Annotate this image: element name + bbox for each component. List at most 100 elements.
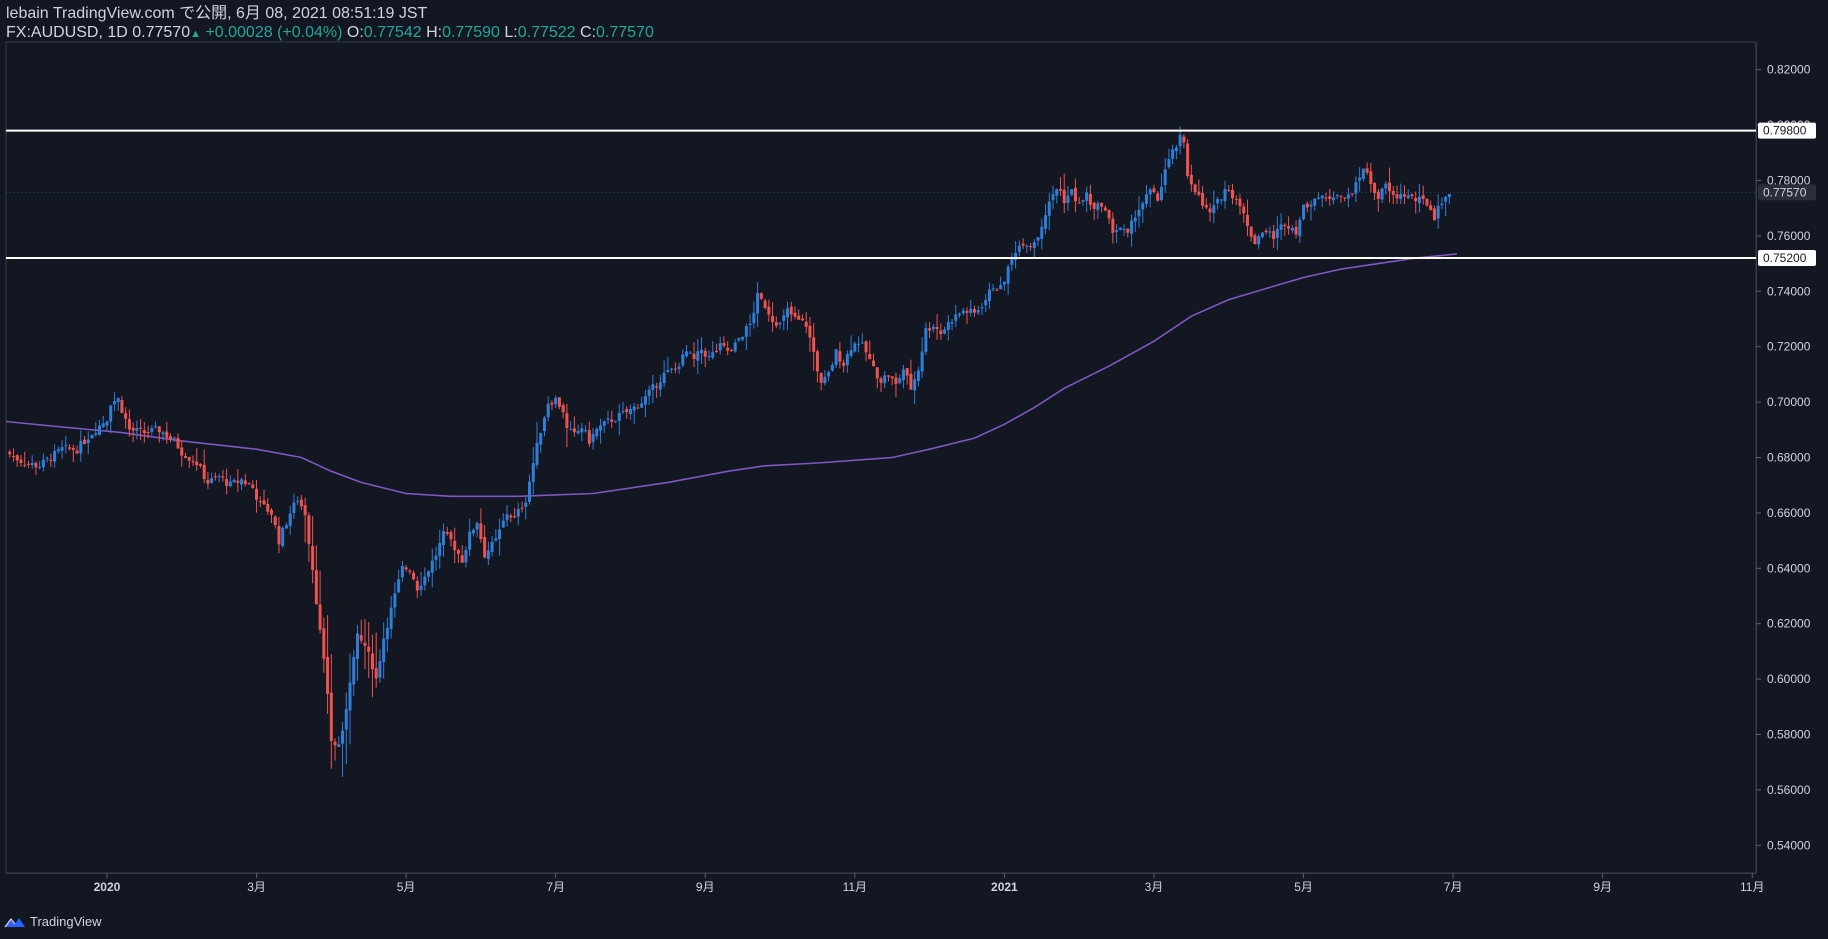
candle-body — [303, 505, 307, 516]
x-tick-label: 9月 — [696, 880, 715, 894]
candle-body — [269, 509, 273, 515]
candle-body — [202, 464, 206, 480]
x-tick-label: 7月 — [1444, 880, 1463, 894]
candle-body — [318, 604, 322, 630]
candle-body — [423, 576, 427, 586]
candle-body — [19, 459, 23, 464]
symbol-label: FX:AUDUSD, 1D — [6, 24, 128, 41]
candle-body — [1444, 196, 1448, 202]
candle-body — [1163, 169, 1167, 185]
candle-body — [247, 483, 251, 485]
candle-body — [1264, 230, 1268, 233]
candle-body — [415, 581, 419, 591]
candle-body — [367, 646, 371, 652]
candle-body — [288, 513, 292, 526]
candle-body — [1317, 197, 1320, 199]
candle-body — [400, 565, 404, 578]
candle-body — [535, 442, 539, 466]
candle-body — [804, 321, 808, 327]
candle-body — [587, 430, 591, 444]
candle-body — [857, 343, 861, 345]
candle-body — [281, 527, 285, 546]
x-tick-label: 11月 — [843, 880, 867, 894]
candle-body — [363, 642, 367, 646]
candle-body — [161, 432, 165, 435]
candle-body — [64, 445, 68, 447]
candle-body — [442, 531, 445, 545]
candle-body — [681, 354, 685, 366]
candle-body — [1066, 195, 1070, 203]
candle-body — [1305, 203, 1309, 208]
candle-body — [412, 572, 416, 580]
candle-body — [520, 507, 524, 509]
y-tick-label: 0.82000 — [1767, 63, 1811, 77]
candle-body — [1260, 232, 1264, 238]
candle-body — [625, 409, 629, 413]
candle-body — [1253, 235, 1257, 245]
candle-body — [1017, 245, 1021, 252]
candle-body — [576, 431, 580, 434]
time-axis[interactable]: 2020 3月 5月 7月 9月 11月 2021 3月 5月 7月 9月 11月 — [94, 873, 1765, 894]
candlestick-series — [8, 126, 1451, 777]
horizontal-lines[interactable]: 0.79800 0.75200 — [6, 122, 1816, 267]
candle-body — [1339, 195, 1343, 197]
candle-body — [1025, 245, 1029, 247]
candle-body — [928, 328, 932, 331]
candle-body — [808, 325, 812, 338]
candle-body — [1193, 184, 1197, 193]
candle-body — [273, 516, 277, 526]
footer-brand[interactable]: TradingView — [4, 914, 102, 929]
candle-body — [1354, 181, 1358, 194]
candle-body — [101, 423, 105, 427]
candle-body — [1298, 219, 1302, 237]
candle-body — [296, 501, 300, 503]
plot-area[interactable] — [5, 41, 1757, 874]
candle-body — [767, 306, 771, 315]
candle-body — [49, 459, 53, 461]
y-tick-label: 0.74000 — [1767, 284, 1811, 298]
candle-body — [931, 326, 935, 330]
candle-body — [741, 336, 745, 340]
candle-body — [1346, 194, 1350, 199]
candle-body — [972, 308, 976, 313]
candle-body — [1212, 205, 1216, 214]
candle-body — [905, 368, 909, 376]
candle-body — [1051, 194, 1055, 201]
candle-body — [1197, 191, 1201, 195]
candle-body — [830, 364, 834, 371]
candle-body — [120, 399, 124, 413]
candle-body — [1324, 197, 1328, 199]
price-axis[interactable]: 0.54000 0.56000 0.58000 0.60000 0.62000 0.640… — [1756, 63, 1811, 853]
candle-body — [1032, 242, 1036, 249]
candle-body — [1388, 182, 1392, 192]
candle-body — [56, 449, 60, 452]
candle-body — [1369, 171, 1373, 184]
candle-body — [1014, 253, 1018, 261]
candle-body — [8, 451, 12, 455]
candle-body — [640, 403, 644, 408]
candle-body — [1167, 158, 1171, 168]
open-value: 0.77542 — [363, 24, 422, 41]
candle-body — [38, 467, 42, 469]
high-label: H: — [426, 24, 443, 41]
candle-body — [471, 529, 475, 534]
candle-body — [180, 447, 184, 456]
candle-body — [834, 349, 838, 366]
candle-body — [1391, 191, 1395, 195]
candle-body — [326, 656, 330, 694]
candle-body — [1436, 205, 1440, 219]
candle-body — [505, 514, 509, 521]
candle-body — [232, 480, 236, 483]
candle-body — [939, 330, 943, 334]
candle-body — [1103, 207, 1107, 211]
candle-body — [969, 308, 973, 313]
candle-body — [1384, 183, 1388, 189]
candle-body — [75, 450, 79, 454]
candle-body — [1320, 195, 1324, 199]
candle-body — [726, 347, 730, 351]
candle-body — [696, 351, 700, 361]
chart-header: lebain TradingView.com で公開, 6月 08, 2021 … — [6, 4, 654, 44]
candle-body — [490, 541, 494, 552]
candle-body — [943, 329, 947, 334]
